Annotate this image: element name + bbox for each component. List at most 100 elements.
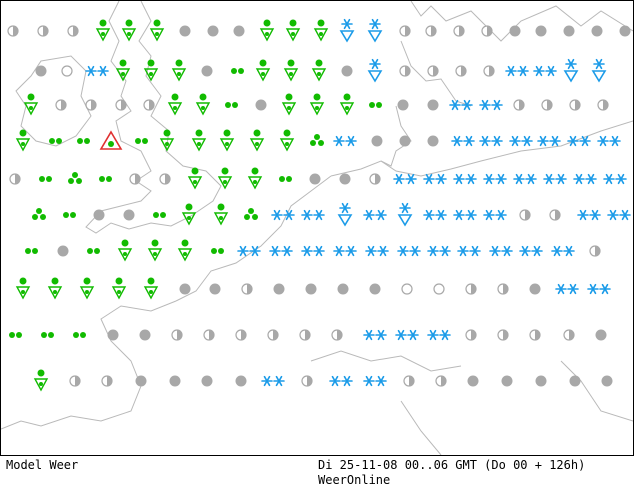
rain-shower-icon xyxy=(255,59,271,82)
rain-shower-icon xyxy=(171,59,187,82)
cloudy-icon xyxy=(535,375,547,387)
partly-cloudy-icon xyxy=(455,65,467,77)
rain-drops-icon xyxy=(63,212,76,218)
partly-cloudy-icon xyxy=(399,25,411,37)
partly-cloudy-icon xyxy=(301,375,313,387)
cloudy-icon xyxy=(337,283,349,295)
snow-icon xyxy=(269,245,293,257)
snow-icon xyxy=(365,245,389,257)
cloudy-icon xyxy=(371,135,383,147)
rain-shower-icon xyxy=(259,19,275,42)
cloudy-icon xyxy=(339,173,351,185)
cloudy-icon xyxy=(595,329,607,341)
forecast-time-label: Di 25-11-08 00..06 GMT (Do 00 + 126h) xyxy=(318,458,586,472)
cloudy-icon xyxy=(535,25,547,37)
map-footer: Model Weer Di 25-11-08 00..06 GMT (Do 00… xyxy=(0,456,634,490)
snow-icon xyxy=(423,173,447,185)
cloudy-icon xyxy=(235,375,247,387)
cloudy-icon xyxy=(273,283,285,295)
snow-icon xyxy=(573,173,597,185)
partly-cloudy-icon xyxy=(159,173,171,185)
rain-shower-icon xyxy=(217,167,233,190)
partly-cloudy-icon xyxy=(597,99,609,111)
brand-label: WeerOnline xyxy=(318,473,391,487)
rain-drops-icon xyxy=(77,138,90,144)
rain-shower-icon xyxy=(247,167,263,190)
partly-cloudy-icon xyxy=(67,25,79,37)
snow-icon xyxy=(301,209,325,221)
rain-shower-icon xyxy=(177,239,193,262)
snow-icon xyxy=(479,135,503,147)
partly-cloudy-icon xyxy=(9,173,21,185)
partly-cloudy-icon xyxy=(85,99,97,111)
cloudy-icon xyxy=(369,283,381,295)
partly-cloudy-icon xyxy=(549,209,561,221)
snow-shower-icon xyxy=(337,202,353,227)
rain-drops-icon xyxy=(153,212,166,218)
rain-drops-icon xyxy=(211,248,224,254)
partly-cloudy-icon xyxy=(403,375,415,387)
rain-drops-icon xyxy=(369,102,382,108)
partly-cloudy-icon xyxy=(569,99,581,111)
snow-shower-icon xyxy=(367,58,383,83)
partly-cloudy-icon xyxy=(203,329,215,341)
snow-icon xyxy=(483,209,507,221)
partly-cloudy-icon xyxy=(427,65,439,77)
partly-cloudy-icon xyxy=(399,65,411,77)
partly-cloudy-icon xyxy=(101,375,113,387)
partly-cloudy-icon xyxy=(299,329,311,341)
snow-shower-icon xyxy=(591,58,607,83)
snow-icon xyxy=(555,283,579,295)
snow-icon xyxy=(363,375,387,387)
rain-drops-icon xyxy=(25,248,38,254)
rain-drops-icon xyxy=(9,332,22,338)
cloudy-icon xyxy=(341,65,353,77)
rain-drops-icon xyxy=(41,332,54,338)
clear-icon xyxy=(401,283,413,295)
rain-shower-icon xyxy=(311,59,327,82)
snow-icon xyxy=(513,173,537,185)
cloudy-icon xyxy=(93,209,105,221)
rain-shower-icon xyxy=(95,19,111,42)
snow-icon xyxy=(533,65,557,77)
rain-shower-icon xyxy=(313,19,329,42)
cloudy-icon xyxy=(179,283,191,295)
partly-cloudy-icon xyxy=(541,99,553,111)
snow-icon xyxy=(449,99,473,111)
snow-icon xyxy=(271,209,295,221)
partly-cloudy-icon xyxy=(37,25,49,37)
rain-shower-icon xyxy=(283,59,299,82)
cloudy-icon xyxy=(233,25,245,37)
partly-cloudy-icon xyxy=(115,99,127,111)
partly-cloudy-icon xyxy=(267,329,279,341)
rain-drops-icon xyxy=(39,176,52,182)
cloudy-icon xyxy=(467,375,479,387)
cloudy-icon xyxy=(397,99,409,111)
rain-shower-icon xyxy=(191,129,207,152)
partly-cloudy-icon xyxy=(497,329,509,341)
snow-icon xyxy=(537,135,561,147)
partly-cloudy-icon xyxy=(519,209,531,221)
snow-icon xyxy=(363,209,387,221)
rain-shower-icon xyxy=(23,93,39,116)
partly-cloudy-icon xyxy=(529,329,541,341)
snow-icon xyxy=(451,135,475,147)
partly-cloudy-icon xyxy=(171,329,183,341)
cloudy-icon xyxy=(35,65,47,77)
partly-cloudy-icon xyxy=(69,375,81,387)
rain-drops-icon xyxy=(32,208,46,220)
model-label: Model Weer xyxy=(6,458,79,472)
rain-drops-icon xyxy=(87,248,100,254)
snow-icon xyxy=(453,209,477,221)
rain-shower-icon xyxy=(195,93,211,116)
rain-drops-icon xyxy=(244,208,258,220)
rain-shower-icon xyxy=(213,203,229,226)
snow-icon xyxy=(567,135,591,147)
snow-icon xyxy=(519,245,543,257)
cloudy-icon xyxy=(201,65,213,77)
snow-icon xyxy=(453,173,477,185)
cloudy-icon xyxy=(139,329,151,341)
rain-drops-icon xyxy=(279,176,292,182)
cloudy-icon xyxy=(591,25,603,37)
cloudy-icon xyxy=(601,375,613,387)
